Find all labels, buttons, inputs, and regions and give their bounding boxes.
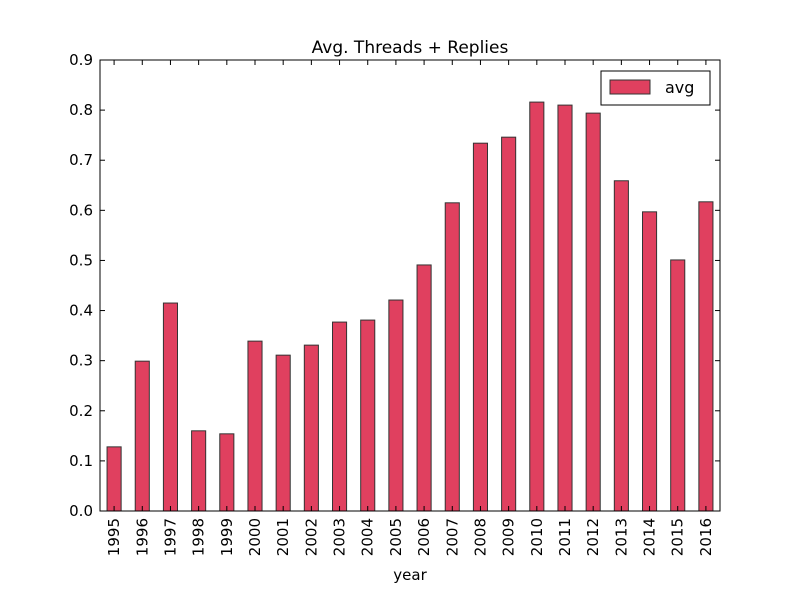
- x-tick-label: 1996: [133, 518, 151, 556]
- x-tick-label: 2002: [302, 518, 320, 556]
- x-tick-label: 1999: [218, 518, 236, 556]
- y-tick-label: 0.7: [69, 151, 93, 169]
- x-tick-label: 1998: [190, 518, 208, 556]
- bar-1996: [134, 360, 150, 512]
- bar-1999: [219, 433, 235, 512]
- y-tick-label: 0.5: [69, 251, 93, 269]
- bar-2008: [472, 142, 488, 512]
- y-tick-label: 0.3: [69, 352, 93, 370]
- x-tick-label: 2009: [500, 518, 518, 556]
- x-tick-label: 2000: [246, 518, 264, 556]
- bar-2001: [275, 354, 291, 512]
- bar-2002: [303, 344, 319, 512]
- bar-2009: [501, 136, 517, 512]
- x-tick-label: 2015: [669, 518, 687, 556]
- bar-2000: [247, 340, 263, 512]
- x-tick-label: 2016: [697, 518, 715, 556]
- x-tick-label: 2012: [584, 518, 602, 556]
- plot-frame: [99, 59, 721, 512]
- x-tick-label: 1995: [105, 518, 123, 556]
- x-axis-label: year: [393, 566, 427, 584]
- bar-1997: [162, 302, 178, 512]
- x-tick-label: 2003: [331, 518, 349, 556]
- y-tick-label: 0.4: [69, 302, 93, 320]
- chart-title: Avg. Threads + Replies: [312, 38, 509, 58]
- bar-2006: [416, 264, 432, 512]
- bar-2012: [585, 112, 601, 512]
- bar-2016: [698, 201, 714, 512]
- x-tick-label: 2010: [528, 518, 546, 556]
- x-tick-label: 2008: [471, 518, 489, 556]
- y-tick-label: 0.2: [69, 402, 93, 420]
- y-tick-label: 0.8: [69, 101, 93, 119]
- x-tick-label: 2004: [359, 518, 377, 556]
- x-tick-label: 2011: [556, 518, 574, 556]
- x-tick-label: 2013: [612, 518, 630, 556]
- x-tick-label: 2001: [274, 518, 292, 556]
- x-tick-label: 2014: [641, 518, 659, 556]
- bar-2010: [529, 101, 545, 512]
- legend-swatch: [609, 79, 651, 95]
- x-tick-label: 2005: [387, 518, 405, 556]
- bar-2015: [670, 259, 686, 512]
- bar-2004: [360, 319, 376, 512]
- x-tick-label: 2007: [443, 518, 461, 556]
- y-tick-label: 0.6: [69, 201, 93, 219]
- y-tick-label: 0.0: [69, 502, 93, 520]
- legend-label: avg: [665, 78, 694, 97]
- x-tick-label: 2006: [415, 518, 433, 556]
- bar-2011: [557, 104, 573, 512]
- bar-2013: [613, 180, 629, 512]
- bar-2014: [642, 211, 658, 512]
- x-tick-label: 1997: [161, 518, 179, 556]
- legend: avg: [600, 70, 711, 106]
- y-tick-label: 0.9: [69, 51, 93, 69]
- bar-2007: [444, 202, 460, 512]
- bar-2005: [388, 299, 404, 512]
- y-tick-label: 0.1: [69, 452, 93, 470]
- bar-1995: [106, 446, 122, 512]
- bar-1998: [191, 430, 207, 512]
- bar-2003: [332, 321, 348, 512]
